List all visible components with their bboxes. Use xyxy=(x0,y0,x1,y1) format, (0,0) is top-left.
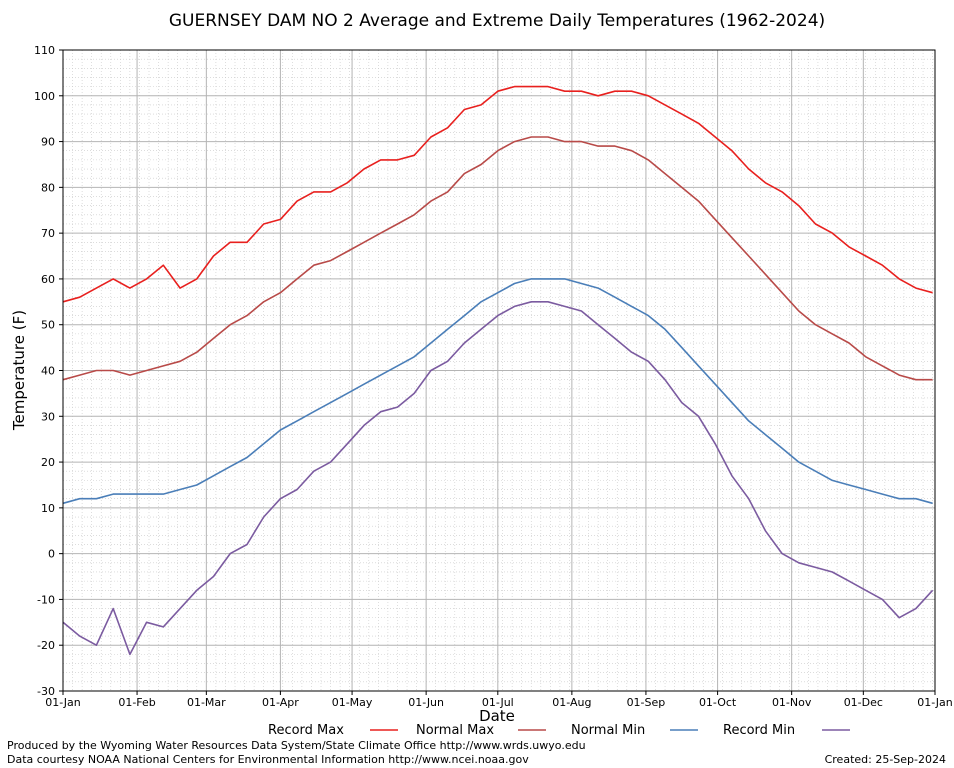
legend-label-normal-max: Normal Max xyxy=(416,723,494,738)
legend-entry-record-min: Record Min xyxy=(723,723,850,738)
minor-grid xyxy=(62,50,935,691)
legend-entry-record-max: Record Max xyxy=(268,723,398,738)
x-tick-label: 01-Jan xyxy=(45,696,81,709)
y-tick-label: 50 xyxy=(41,319,55,332)
footer-produced-by: Produced by the Wyoming Water Resources … xyxy=(7,739,586,752)
legend-label-record-max: Record Max xyxy=(268,723,344,738)
x-tick-label: 01-Apr xyxy=(262,696,299,709)
series-line-normal-min xyxy=(62,278,933,505)
y-tick-label: 60 xyxy=(41,273,55,286)
series-line-record-min xyxy=(62,300,934,656)
legend-entry-normal-max: Normal Max xyxy=(416,723,546,738)
x-tick-label: 01-May xyxy=(332,696,373,709)
legend: Record Max Normal Max Normal Min Record … xyxy=(268,723,850,738)
x-tick-label: 01-Oct xyxy=(699,696,737,709)
chart-title: GUERNSEY DAM NO 2 Average and Extreme Da… xyxy=(169,11,825,31)
x-tick-label: 01-Dec xyxy=(844,696,883,709)
footer-created-date: Created: 25-Sep-2024 xyxy=(825,753,946,766)
y-tick-label: -10 xyxy=(37,593,55,606)
x-tick-label: 01-Feb xyxy=(118,696,155,709)
y-tick-label: 80 xyxy=(41,181,55,194)
series-line-record-max xyxy=(62,85,933,303)
y-tick-label: 70 xyxy=(41,227,55,240)
series-line-normal-max xyxy=(62,136,933,381)
series-layer xyxy=(62,85,934,656)
x-tick-label: 01-Aug xyxy=(552,696,591,709)
x-tick-label: 01-Mar xyxy=(187,696,226,709)
x-tick-label: 01-Jul xyxy=(482,696,514,709)
y-tick-label: 110 xyxy=(34,44,55,57)
y-tick-label: 40 xyxy=(41,365,55,378)
y-tick-label: 90 xyxy=(41,136,55,149)
legend-entry-normal-min: Normal Min xyxy=(571,723,698,738)
y-tick-label: 20 xyxy=(41,456,55,469)
footer-data-courtesy: Data courtesy NOAA National Centers for … xyxy=(7,753,529,766)
y-tick-label: -30 xyxy=(37,685,55,698)
x-tick-label: 01-Nov xyxy=(772,696,812,709)
y-tick-label: -20 xyxy=(37,639,55,652)
legend-label-normal-min: Normal Min xyxy=(571,723,645,738)
y-axis-ticks: -30 -20 -10 0 10 20 30 40 50 60 70 80 90 100 110 xyxy=(34,44,63,698)
y-tick-label: 0 xyxy=(48,548,55,561)
legend-label-record-min: Record Min xyxy=(723,723,795,738)
y-axis-label: Temperature (F) xyxy=(10,310,28,431)
x-tick-label: 01-Jan xyxy=(917,696,953,709)
x-tick-label: 01-Sep xyxy=(627,696,666,709)
y-tick-label: 100 xyxy=(34,90,55,103)
y-tick-label: 30 xyxy=(41,410,55,423)
x-axis-label: Date xyxy=(479,707,515,725)
x-axis-ticks: 01-Jan 01-Feb 01-Mar 01-Apr 01-May 01-Jun 01-J… xyxy=(45,691,953,709)
x-tick-label: 01-Jun xyxy=(408,696,444,709)
y-tick-label: 10 xyxy=(41,502,55,515)
